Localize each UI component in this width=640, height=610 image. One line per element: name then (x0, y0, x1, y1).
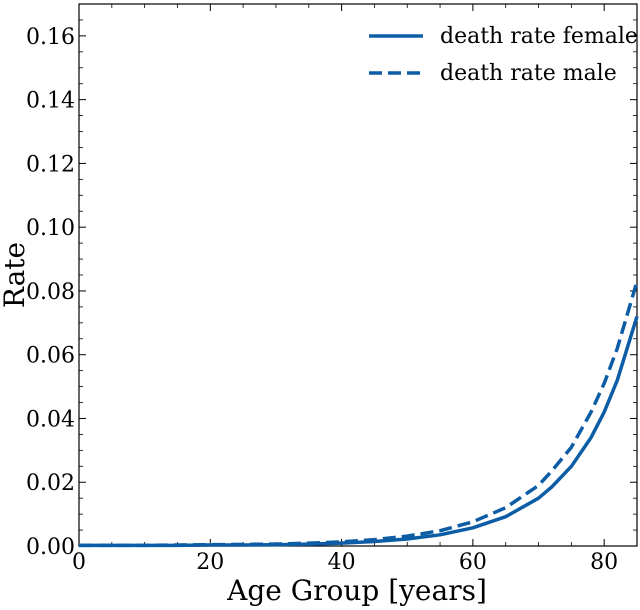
y-axis-label: Rate (0, 242, 31, 308)
series-line-male (79, 280, 639, 548)
x-tick-label: 80 (590, 550, 618, 575)
x-axis-label: Age Group [years] (226, 574, 487, 607)
y-tick-label: 0.16 (26, 25, 75, 50)
x-tick-label: 40 (328, 550, 356, 575)
y-tick-label: 0.00 (26, 535, 75, 560)
series-layer (79, 280, 639, 548)
series-line-female (79, 315, 639, 548)
y-tick-label: 0.04 (26, 407, 75, 432)
y-tick-label: 0.14 (26, 89, 75, 114)
legend: death rate female death rate male (369, 24, 638, 86)
y-tick-label: 0.12 (26, 152, 75, 177)
y-tick-label: 0.02 (26, 471, 75, 496)
x-tick-label: 20 (196, 550, 224, 575)
x-tick-label: 0 (72, 550, 86, 575)
legend-label: death rate female (440, 24, 638, 49)
y-tick-label: 0.06 (26, 344, 75, 369)
legend-label: death rate male (440, 61, 617, 86)
axis-ticks: 0 20 40 60 80 0.00 0.02 0.04 0.06 0.08 0.10 0.12 0.1… (26, 4, 638, 575)
y-tick-label: 0.10 (26, 216, 75, 241)
y-tick-label: 0.08 (26, 280, 75, 305)
x-tick-label: 60 (459, 550, 487, 575)
